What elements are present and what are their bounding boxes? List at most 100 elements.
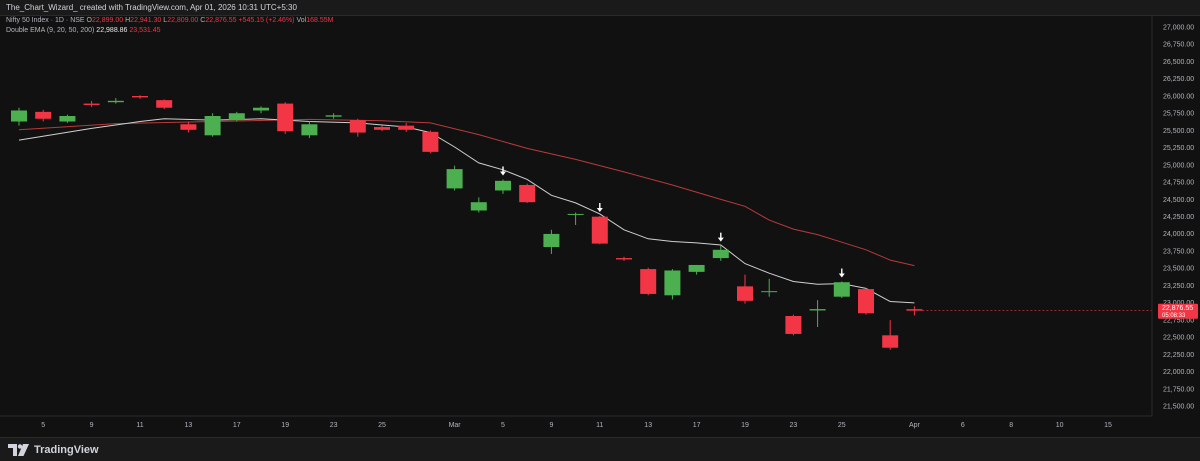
- high-value: 22,941.30: [130, 17, 162, 24]
- price-tick-label: 26,000.00: [1163, 93, 1194, 100]
- time-tick-label: 25: [838, 422, 846, 429]
- low-value: 22,809.00: [167, 17, 199, 24]
- candle: [301, 121, 318, 139]
- candle-body: [882, 335, 899, 348]
- candle-body: [83, 103, 100, 105]
- down-arrow-head: [717, 237, 724, 242]
- price-tick-label: 21,500.00: [1163, 404, 1194, 411]
- candle: [833, 281, 850, 299]
- candle: [519, 183, 536, 203]
- time-tick-label: Apr: [909, 422, 921, 429]
- candle-body: [567, 213, 584, 215]
- candle: [180, 121, 197, 133]
- candle: [640, 267, 657, 296]
- time-tick-label: 15: [1104, 422, 1112, 429]
- ema-indicator-label[interactable]: Double EMA (9, 20, 50, 200): [6, 27, 95, 34]
- ema-slow-line: [18, 118, 915, 267]
- candle: [325, 113, 342, 119]
- candle-body: [495, 180, 511, 191]
- price-tick-label: 26,750.00: [1163, 42, 1194, 49]
- price-tick-label: 25,000.00: [1163, 162, 1194, 169]
- time-axis: 5 9 11 13 17 19 23 25 Mar 5 9 11 13 17 19 23 25 Apr 6 8 10 15: [41, 422, 1112, 429]
- candle-body: [180, 124, 197, 130]
- tradingview-logo[interactable]: TradingView: [8, 442, 99, 458]
- chart-legend: Nifty 50 Index · 1D · NSE O22,899.00 H22…: [6, 17, 334, 34]
- candle: [11, 107, 27, 126]
- price-tick-label: 24,500.00: [1163, 197, 1194, 204]
- ema-value-fast: 22,988.86: [96, 27, 128, 34]
- candle-body: [398, 125, 415, 130]
- candle-body: [833, 282, 850, 297]
- candle: [664, 269, 681, 300]
- time-tick-label: 5: [41, 422, 45, 429]
- time-tick-label: 10: [1056, 422, 1064, 429]
- candle-body: [374, 127, 390, 130]
- candle: [495, 179, 511, 194]
- time-tick-label: 5: [501, 422, 505, 429]
- price-tick-label: 26,500.00: [1163, 59, 1194, 66]
- candle: [107, 98, 124, 104]
- time-tick-label: 17: [233, 422, 241, 429]
- change-value: +545.15 (+2.46%): [238, 17, 295, 24]
- candle-body: [228, 113, 245, 121]
- time-tick-label: 8: [1009, 422, 1013, 429]
- candle-body: [688, 264, 705, 272]
- candle-body: [446, 169, 463, 189]
- price-tick-label: 26,250.00: [1163, 76, 1194, 83]
- candle: [132, 95, 148, 99]
- bar-countdown-label: 05:08:33: [1162, 313, 1186, 319]
- symbol-label[interactable]: Nifty 50 Index · 1D · NSE: [6, 17, 85, 24]
- down-arrow: [838, 268, 845, 278]
- candle: [688, 264, 705, 275]
- price-tick-label: 23,500.00: [1163, 266, 1194, 273]
- author-line: The_Chart_Wizard_ created with TradingVi…: [6, 3, 297, 12]
- candle: [398, 122, 415, 132]
- candle-body: [858, 289, 874, 314]
- candle: [543, 229, 560, 254]
- time-tick-label: 6: [961, 422, 965, 429]
- candle-body: [640, 269, 657, 294]
- candle: [906, 306, 923, 316]
- candle: [374, 125, 390, 132]
- candle: [785, 314, 802, 336]
- candle: [59, 114, 76, 123]
- footer-bar: TradingView: [0, 437, 1200, 461]
- price-tick-label: 27,000.00: [1163, 24, 1194, 31]
- candles: [11, 95, 1152, 350]
- candle: [446, 165, 463, 191]
- time-tick-label: 23: [330, 422, 338, 429]
- candle: [858, 288, 874, 315]
- down-arrow-head: [500, 171, 506, 176]
- candle-body: [809, 309, 826, 311]
- time-tick-label: 19: [741, 422, 749, 429]
- candle-body: [785, 316, 802, 334]
- candle-body: [301, 124, 318, 136]
- candle: [277, 102, 294, 134]
- price-tick-label: 25,500.00: [1163, 128, 1194, 135]
- annotation-arrows: [500, 166, 845, 278]
- time-tick-label: 11: [136, 422, 143, 429]
- price-tick-label: 24,000.00: [1163, 231, 1194, 238]
- ema-lines: [18, 118, 915, 304]
- candle-body: [11, 110, 27, 122]
- price-tick-label: 22,750.00: [1163, 317, 1194, 324]
- candle: [83, 100, 100, 108]
- candle-body: [277, 103, 294, 132]
- candle: [228, 111, 245, 122]
- price-badge-bg: [1158, 303, 1198, 319]
- tradingview-logo-icon: [8, 444, 29, 456]
- candle-body: [737, 286, 753, 301]
- time-tick-label: 11: [596, 422, 603, 429]
- candle-body: [349, 120, 366, 133]
- candle-body: [325, 115, 342, 117]
- candle: [470, 197, 487, 213]
- time-tick-label: 23: [790, 422, 798, 429]
- candle: [882, 320, 899, 350]
- volume-value: 168.55M: [306, 17, 334, 24]
- candle-body: [470, 202, 487, 211]
- price-tick-label: 25,250.00: [1163, 145, 1194, 152]
- candle: [156, 99, 173, 110]
- price-tick-label: 24,250.00: [1163, 214, 1194, 221]
